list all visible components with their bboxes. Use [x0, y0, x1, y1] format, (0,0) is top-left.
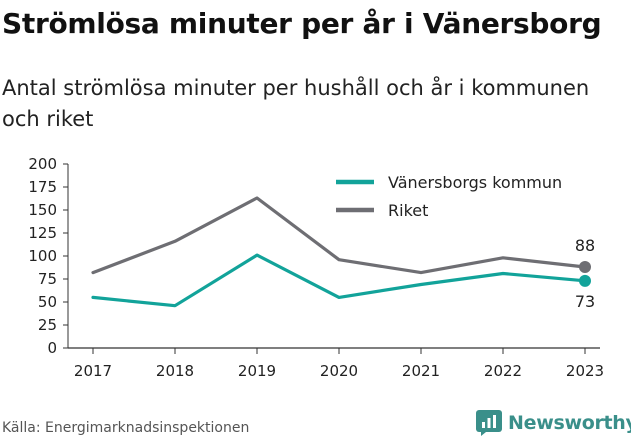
y-tick-label: 200 — [28, 155, 57, 173]
line-chart: 0 25 50 75 100 125 150 175 200 2017 2018 2019 2020 20… — [28, 155, 604, 380]
source-note: Källa: Energimarknadsinspektionen — [2, 420, 250, 436]
brand: Newsworthy — [476, 408, 631, 438]
y-tick-label: 50 — [38, 293, 57, 311]
x-tick-label: 2022 — [484, 362, 522, 380]
legend-background — [324, 166, 590, 228]
y-tick-label: 100 — [28, 247, 57, 265]
y-tick-label: 25 — [38, 316, 57, 334]
x-tick-label: 2018 — [156, 362, 194, 380]
legend-label-1: Vänersborgs kommun — [388, 173, 562, 192]
data-label-2: 88 — [575, 236, 595, 255]
series-line-1 — [91, 253, 587, 308]
x-tick-label: 2019 — [238, 362, 276, 380]
x-tick-label: 2023 — [566, 362, 604, 380]
newsworthy-logo-icon — [476, 410, 502, 436]
data-label-1: 73 — [575, 292, 595, 311]
legend-label-2: Riket — [388, 201, 428, 220]
y-tick-label: 175 — [28, 178, 57, 196]
series-end-point-2 — [579, 261, 591, 274]
series-line-2 — [91, 196, 587, 275]
x-tick-label: 2021 — [402, 362, 440, 380]
chart-subtitle: Antal strömlösa minuter per hushåll och … — [2, 76, 590, 131]
y-tick-label: 150 — [28, 201, 57, 219]
y-tick-label: 75 — [38, 270, 57, 288]
x-tick-label: 2017 — [74, 362, 112, 380]
x-tick-label: 2020 — [320, 362, 358, 380]
y-tick-label: 125 — [28, 224, 57, 242]
chart-title: Strömlösa minuter per år i Vänersborg — [2, 7, 602, 40]
brand-name: Newsworthy — [508, 412, 631, 434]
series-end-point-1 — [579, 274, 591, 287]
y-tick-label: 0 — [47, 339, 57, 357]
